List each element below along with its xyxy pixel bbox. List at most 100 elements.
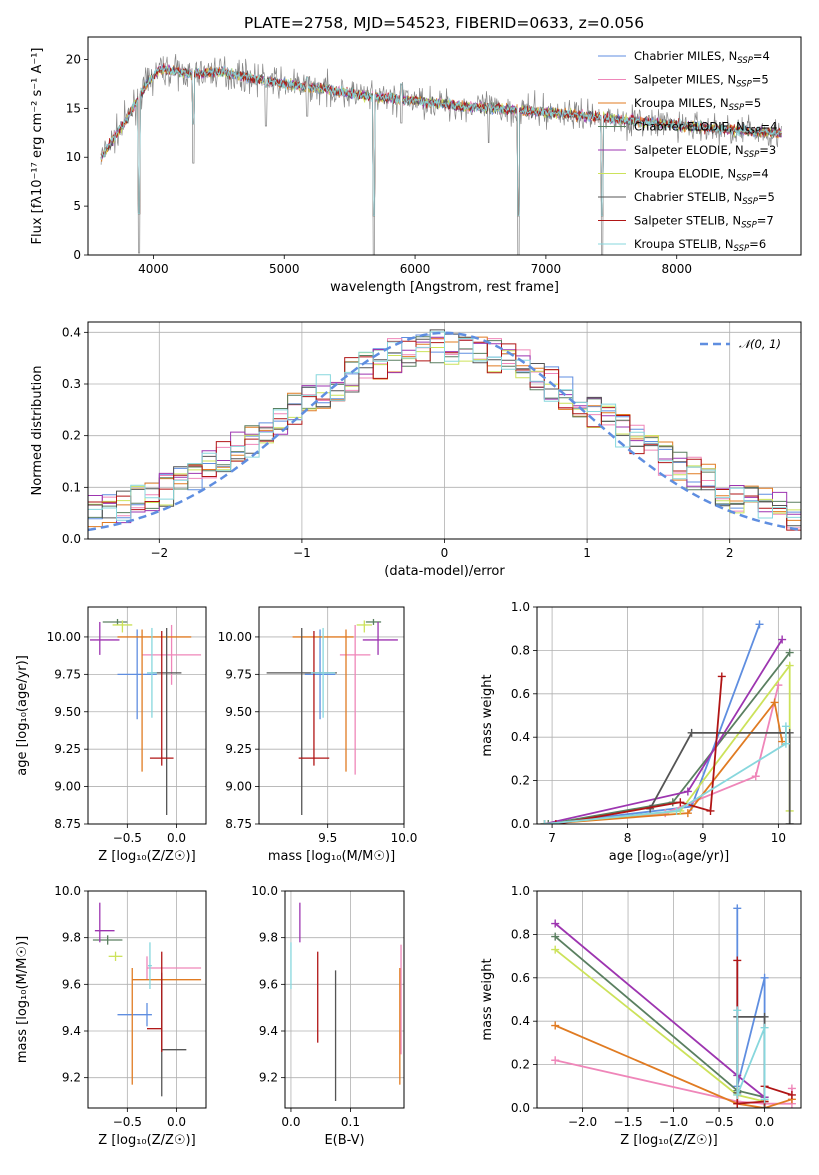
weight-marker [785, 661, 794, 670]
age-vs-mass-plot-area [259, 607, 404, 824]
legend-nssp-subscript: SSP [744, 150, 760, 160]
legend-nssp-eq: = [757, 214, 767, 228]
legend-nssp-value: 4 [770, 120, 777, 134]
x-tick-label: −1.5 [613, 1115, 642, 1129]
legend-label: Chabrier MILES, NSSP=4 [634, 49, 770, 66]
y-tick-label: 9.6 [62, 977, 81, 991]
legend-nssp-eq: = [752, 73, 762, 87]
axes-frame [87, 606, 207, 825]
x-axis-label: E(B-V) [324, 1133, 364, 1148]
x-tick-label: −0.5 [113, 831, 142, 845]
y-tick-label: 10.0 [54, 884, 81, 898]
y-tick-label: 9.00 [54, 780, 81, 794]
y-tick-label: 0.3 [62, 377, 81, 391]
weight-marker [733, 904, 742, 913]
y-tick-label: 5 [73, 199, 81, 213]
legend-nssp-value: 5 [761, 73, 768, 87]
weight-marker [733, 1090, 742, 1099]
weight-marker [687, 728, 696, 737]
y-tick-label: 0.2 [62, 429, 81, 443]
y-tick-label: 0.0 [511, 1101, 530, 1115]
y-axis-label: age [log₁₀(age/yr)] [15, 655, 30, 776]
y-tick-label: 9.4 [62, 1024, 81, 1038]
weight-marker [760, 1095, 769, 1104]
legend-nssp-eq: = [744, 96, 754, 110]
y-tick-label: 9.8 [62, 931, 81, 945]
y-tick-label: 9.2 [259, 1071, 278, 1085]
mass-vs-Z-plot-area [88, 891, 206, 1108]
legend-nssp-value: 6 [759, 237, 766, 251]
y-axis-label: Normed distribution [30, 366, 45, 496]
legend-model-name: Chabrier ELODIE [634, 120, 729, 134]
legend-nssp-subscript: SSP [741, 221, 757, 231]
y-tick-label: 9.8 [259, 931, 278, 945]
legend-label: 𝒩(0, 1) [739, 337, 781, 351]
legend-nssp-value: 4 [763, 49, 770, 63]
legend-nssp-eq: = [758, 190, 768, 204]
legend-label: Kroupa MILES, NSSP=5 [634, 96, 761, 113]
legend-nssp-subscript: SSP [737, 56, 753, 66]
mass-vs-ebv-plot-area [285, 891, 404, 1108]
legend-nssp-value: 4 [761, 167, 768, 181]
panel-weight-vs-age: 7 8 9 10 0.0 0.2 0.4 0.6 0.8 1.0 age [log₁₀(age/yr… [480, 600, 802, 864]
x-tick-label: 0.0 [281, 1115, 300, 1129]
x-tick-label: 2 [726, 546, 734, 560]
weight-line [544, 624, 761, 824]
y-tick-label: 9.50 [54, 705, 81, 719]
x-tick-label: 0 [441, 546, 449, 560]
legend-nssp-prefix: , N [725, 214, 741, 228]
legend-label: Salpeter ELODIE, NSSP=3 [634, 143, 776, 160]
x-tick-label: 0.0 [755, 1115, 774, 1129]
x-axis-label: wavelength [Angstrom, rest frame] [330, 280, 559, 295]
legend-model-name: Salpeter STELIB [634, 214, 725, 228]
axes-frame [536, 890, 802, 1109]
y-axis-label: mass weight [480, 958, 495, 1040]
legend-label: Chabrier STELIB, NSSP=5 [634, 190, 775, 207]
axes-frame [87, 36, 802, 256]
weight-marker [755, 620, 764, 629]
x-tick-label: 6000 [400, 262, 431, 276]
x-tick-label: 10.0 [391, 831, 418, 845]
x-tick-label: 0.0 [167, 831, 186, 845]
x-tick-label: −0.5 [704, 1115, 733, 1129]
x-tick-label: 7000 [531, 262, 562, 276]
weight-marker [551, 820, 560, 824]
weight-line [544, 639, 783, 824]
y-tick-label: 1.0 [511, 884, 530, 898]
weight-marker [785, 648, 794, 657]
y-tick-label: 1.0 [511, 600, 530, 614]
weight-marker [706, 806, 715, 815]
legend-nssp-eq: = [760, 120, 770, 134]
y-tick-label: 0.2 [511, 1058, 530, 1072]
legend-nssp-subscript: SSP [745, 127, 761, 137]
y-tick-label: 9.4 [259, 1024, 278, 1038]
chart-title: PLATE=2758, MJD=54523, FIBERID=0633, z=0… [244, 14, 644, 32]
weight-marker [787, 1090, 796, 1099]
panel-mass-vs-Z: −0.5 0.0 9.2 9.4 9.6 9.8 10.0 Z [log₁₀(Z/Z☉)] ma… [15, 884, 207, 1148]
legend-nssp-subscript: SSP [729, 103, 745, 113]
legend-label: Kroupa ELODIE, NSSP=4 [634, 167, 769, 184]
y-axis-label: mass weight [480, 674, 495, 756]
legend-model-name: Chabrier STELIB [634, 190, 726, 204]
y-tick-label: 9.2 [62, 1071, 81, 1085]
y-tick-label: 0.1 [62, 480, 81, 494]
y-tick-label: 9.50 [225, 705, 252, 719]
panel-age-vs-Z: −0.5 0.0 8.75 9.00 9.25 9.50 9.75 10.00 Z [log₁₀… [15, 606, 207, 864]
weight-line [649, 732, 791, 824]
weight-line [548, 652, 791, 824]
legend-nssp-subscript: SSP [736, 80, 752, 90]
legend-label: Chabrier ELODIE, NSSP=4 [634, 120, 777, 137]
legend-nssp-eq: = [759, 143, 769, 157]
x-tick-label: 0.0 [167, 1115, 186, 1129]
weight-marker [781, 722, 790, 731]
weight-marker [785, 820, 794, 824]
legend-nssp-value: 5 [754, 96, 761, 110]
spectrum-plot-area [100, 53, 782, 255]
legend-nssp-value: 7 [766, 214, 773, 228]
weight-line [544, 662, 791, 824]
legend-nssp-prefix: , N [721, 49, 737, 63]
axes-frame [87, 890, 207, 1109]
legend-nssp-eq: = [752, 167, 762, 181]
residual-hist-plot-area [88, 322, 801, 539]
